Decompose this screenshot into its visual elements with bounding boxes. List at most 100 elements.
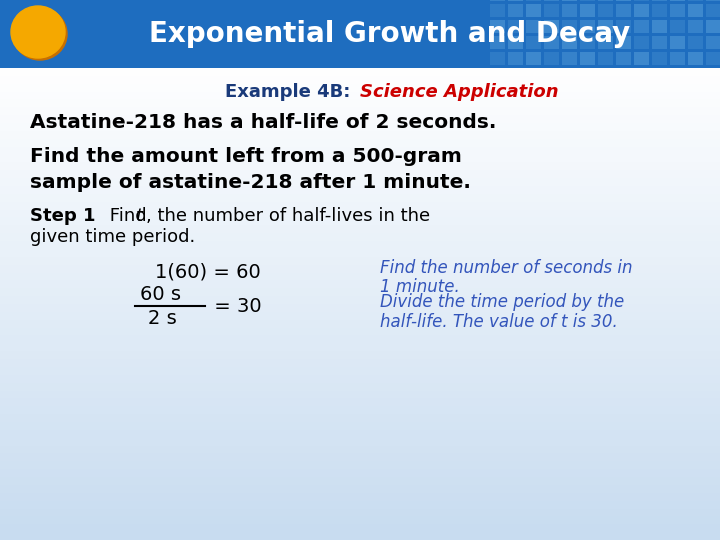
Bar (0, 421, 720, 430)
Bar (0, 114, 720, 123)
Bar (0, 0, 720, 68)
Bar (616, 52, 631, 65)
Bar (616, 0, 631, 1)
Bar (508, 52, 523, 65)
Bar (508, 36, 523, 49)
Bar (0, 67, 720, 76)
Bar (0, 91, 720, 99)
Bar (490, 0, 505, 1)
Bar (688, 36, 703, 49)
Bar (652, 20, 667, 33)
Bar (688, 0, 703, 1)
Bar (0, 523, 720, 532)
Bar (526, 36, 541, 49)
Bar (0, 382, 720, 390)
Bar (706, 36, 720, 49)
Text: Find: Find (104, 207, 153, 225)
Bar (706, 52, 720, 65)
Text: t: t (136, 207, 143, 225)
Bar (526, 20, 541, 33)
Bar (670, 0, 685, 1)
Bar (0, 484, 720, 493)
Bar (0, 453, 720, 461)
Bar (0, 240, 720, 249)
Bar (0, 508, 720, 516)
Bar (0, 256, 720, 265)
Bar (688, 4, 703, 17)
Bar (0, 83, 720, 92)
Bar (0, 429, 720, 438)
Bar (526, 0, 541, 1)
Bar (0, 264, 720, 273)
Bar (0, 460, 720, 469)
Bar (706, 4, 720, 17)
Bar (0, 193, 720, 202)
Bar (580, 4, 595, 17)
Text: 60 s: 60 s (140, 285, 181, 303)
Text: given time period.: given time period. (30, 228, 195, 246)
Bar (0, 389, 720, 399)
Bar (0, 397, 720, 406)
Text: Science Application: Science Application (360, 83, 559, 101)
Bar (634, 52, 649, 65)
Text: Exponential Growth and Decay: Exponential Growth and Decay (149, 20, 631, 48)
Bar (0, 303, 720, 312)
Bar (0, 208, 720, 218)
Bar (688, 20, 703, 33)
Bar (670, 36, 685, 49)
Bar (634, 4, 649, 17)
Bar (616, 20, 631, 33)
Bar (706, 0, 720, 1)
Bar (544, 4, 559, 17)
Bar (544, 52, 559, 65)
Bar (0, 350, 720, 359)
Bar (0, 500, 720, 509)
Bar (0, 185, 720, 194)
Text: Find the amount left from a 500-gram: Find the amount left from a 500-gram (30, 147, 462, 166)
Bar (0, 232, 720, 241)
Text: 1(60) = 60: 1(60) = 60 (155, 262, 261, 281)
Bar (598, 0, 613, 1)
Bar (490, 36, 505, 49)
Bar (634, 0, 649, 1)
Bar (688, 52, 703, 65)
Bar (634, 20, 649, 33)
Bar (562, 0, 577, 1)
Bar (670, 20, 685, 33)
Bar (580, 52, 595, 65)
Text: 1 minute.: 1 minute. (380, 278, 460, 296)
Bar (616, 4, 631, 17)
Bar (670, 52, 685, 65)
Bar (0, 177, 720, 186)
Text: , the number of half-lives in the: , the number of half-lives in the (146, 207, 430, 225)
Bar (0, 75, 720, 84)
Bar (508, 20, 523, 33)
Bar (0, 201, 720, 210)
Bar (490, 4, 505, 17)
Bar (616, 36, 631, 49)
Ellipse shape (13, 8, 67, 60)
Bar (0, 366, 720, 375)
Bar (652, 36, 667, 49)
Bar (544, 0, 559, 1)
Ellipse shape (11, 6, 65, 58)
Bar (0, 374, 720, 383)
Bar (0, 405, 720, 414)
Bar (0, 279, 720, 288)
Text: 2 s: 2 s (148, 308, 176, 327)
Bar (0, 413, 720, 422)
Bar (562, 4, 577, 17)
Bar (0, 248, 720, 257)
Bar (0, 161, 720, 170)
Text: Divide the time period by the: Divide the time period by the (380, 293, 624, 311)
Bar (652, 52, 667, 65)
Bar (0, 122, 720, 131)
Text: Example 4B:: Example 4B: (225, 83, 357, 101)
Bar (598, 36, 613, 49)
Bar (526, 52, 541, 65)
Bar (0, 531, 720, 540)
Bar (544, 36, 559, 49)
Bar (0, 287, 720, 296)
Text: Find the number of seconds in: Find the number of seconds in (380, 259, 632, 277)
Bar (0, 468, 720, 477)
